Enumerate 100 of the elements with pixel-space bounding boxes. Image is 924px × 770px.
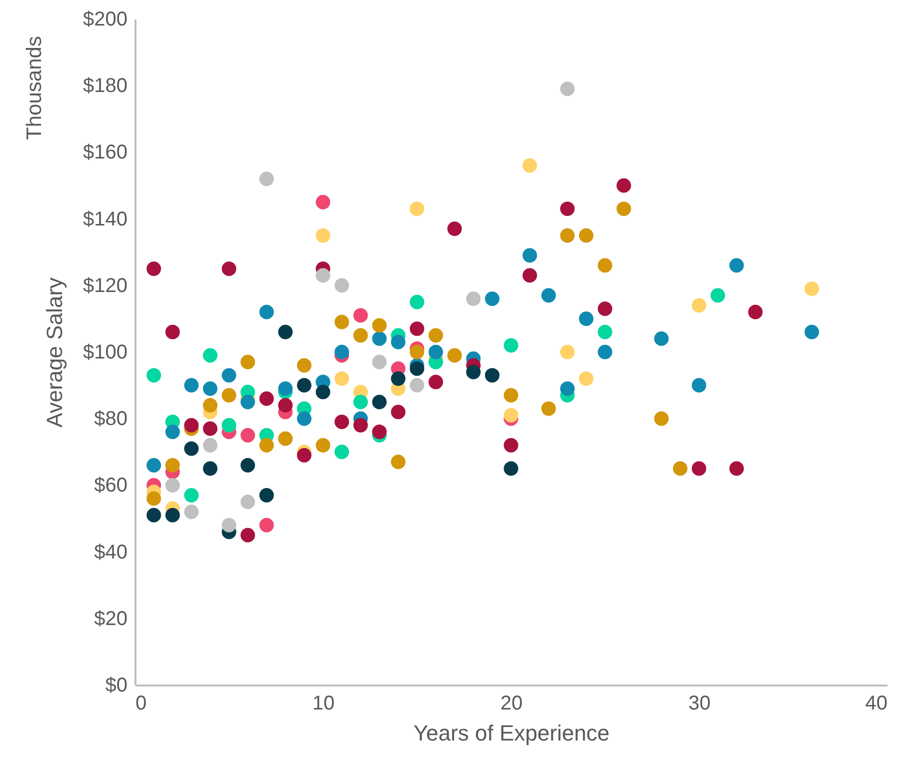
point	[804, 282, 820, 296]
point	[466, 364, 481, 380]
point	[259, 391, 274, 406]
point	[504, 388, 518, 403]
point	[353, 394, 368, 410]
point	[334, 414, 350, 430]
point	[410, 202, 424, 216]
point	[296, 411, 312, 426]
point	[146, 262, 162, 276]
point	[316, 438, 330, 452]
point	[316, 194, 330, 210]
point	[428, 344, 444, 360]
point	[598, 258, 612, 273]
point	[578, 228, 594, 243]
point	[240, 494, 256, 510]
point	[259, 172, 274, 186]
point	[146, 458, 162, 472]
text: Thousands	[23, 36, 47, 140]
point	[522, 158, 538, 173]
point	[334, 444, 350, 460]
point	[334, 371, 350, 386]
point	[522, 248, 538, 263]
point	[710, 288, 726, 303]
point	[353, 308, 368, 323]
point	[654, 411, 669, 426]
point	[259, 304, 274, 320]
point	[222, 388, 236, 403]
point	[560, 202, 575, 216]
point	[278, 381, 293, 396]
point	[222, 368, 236, 383]
point	[578, 371, 594, 386]
point	[692, 378, 706, 393]
x-tick-label: 30	[688, 692, 711, 714]
point	[165, 508, 180, 522]
point	[729, 258, 744, 273]
y-tick-label: $80	[94, 408, 128, 430]
point	[202, 381, 218, 396]
y-tick-label: $160	[83, 142, 128, 164]
y-tick-label: $120	[83, 274, 128, 297]
point	[222, 518, 236, 532]
point	[316, 384, 330, 400]
point	[390, 334, 406, 350]
point	[240, 528, 256, 542]
point	[729, 461, 744, 476]
point	[390, 454, 406, 470]
point	[692, 461, 706, 476]
point	[165, 478, 180, 492]
x-tick-label: 0	[136, 692, 147, 714]
point	[146, 491, 162, 506]
y-tick-label: $20	[94, 608, 128, 630]
point	[428, 374, 444, 390]
point	[616, 202, 632, 216]
point	[410, 378, 424, 393]
point	[410, 321, 424, 336]
point	[296, 378, 312, 393]
point	[146, 508, 162, 522]
point	[598, 344, 612, 360]
point	[278, 398, 293, 413]
point	[504, 438, 518, 452]
point	[560, 381, 575, 396]
y-axis-title: Average Salary	[42, 277, 68, 428]
point	[353, 328, 368, 343]
point	[165, 424, 180, 440]
point	[598, 324, 612, 340]
point	[672, 461, 688, 476]
point	[541, 288, 556, 303]
point	[748, 304, 763, 320]
point	[240, 428, 256, 442]
y-tick-label: $40	[94, 541, 128, 564]
point	[390, 404, 406, 420]
point	[165, 324, 180, 340]
point	[202, 438, 218, 452]
point	[202, 348, 218, 363]
y-tick-label: $200	[83, 8, 128, 30]
point	[410, 344, 424, 360]
point	[560, 228, 575, 243]
point	[202, 461, 218, 476]
point	[165, 458, 180, 472]
point	[222, 262, 236, 276]
x-tick-label: 10	[312, 692, 335, 714]
x-tick-label: 40	[865, 692, 888, 714]
point	[372, 318, 387, 333]
point	[334, 314, 350, 330]
point	[372, 394, 387, 410]
point	[184, 418, 199, 432]
point	[184, 378, 199, 393]
point	[692, 298, 706, 313]
point	[390, 371, 406, 386]
point	[334, 344, 350, 360]
point	[202, 398, 218, 413]
point	[372, 354, 387, 370]
y-tick-label: $0	[105, 674, 128, 696]
y-tick-label: $100	[83, 342, 128, 364]
point	[240, 394, 256, 410]
point	[654, 331, 669, 346]
point	[146, 368, 162, 383]
point	[316, 268, 330, 283]
point	[447, 348, 462, 363]
point	[278, 431, 293, 446]
point	[372, 331, 387, 346]
